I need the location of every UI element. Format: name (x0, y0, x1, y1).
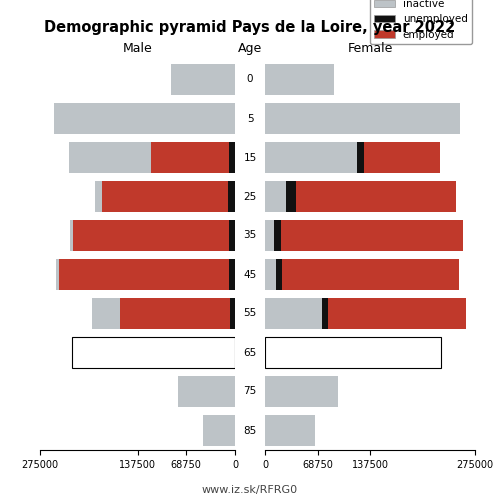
Bar (72, 337, 235, 368)
Bar (265, 103, 460, 134)
Bar (72, 337, 235, 368)
Bar (281, 220, 463, 251)
Text: Age: Age (238, 42, 262, 55)
Bar (178, 376, 235, 407)
Bar (92, 298, 120, 329)
Bar (54, 103, 235, 134)
Legend: inactive, unemployed, employed: inactive, unemployed, employed (370, 0, 472, 44)
Bar (69, 142, 150, 173)
Text: Demographic pyramid Pays de la Loire, year 2022: Demographic pyramid Pays de la Loire, ye… (44, 20, 456, 35)
Bar (228, 142, 235, 173)
Text: Female: Female (348, 42, 393, 55)
Bar (265, 181, 286, 212)
Bar (286, 181, 296, 212)
Bar (276, 259, 282, 290)
Text: 65: 65 (244, 348, 256, 358)
Bar (265, 376, 338, 407)
Bar (265, 337, 440, 368)
Bar (282, 259, 459, 290)
Text: 55: 55 (244, 308, 256, 318)
Bar (94, 181, 102, 212)
Text: 45: 45 (244, 270, 256, 280)
Bar (230, 220, 235, 251)
Bar (59, 259, 230, 290)
Bar (230, 298, 235, 329)
Text: 75: 75 (244, 386, 256, 396)
Text: 25: 25 (244, 192, 256, 202)
Bar (150, 142, 228, 173)
Bar (265, 259, 276, 290)
Bar (296, 181, 456, 212)
Text: 15: 15 (244, 152, 256, 162)
Bar (171, 64, 235, 95)
Bar (265, 337, 440, 368)
Text: www.iz.sk/RFRG0: www.iz.sk/RFRG0 (202, 485, 298, 495)
Bar (56, 259, 59, 290)
Bar (356, 142, 364, 173)
Bar (265, 220, 274, 251)
Bar (74, 220, 230, 251)
Bar (328, 298, 466, 329)
Bar (322, 298, 328, 329)
Bar (120, 298, 230, 329)
Text: 35: 35 (244, 230, 256, 240)
Bar (364, 142, 440, 173)
Bar (102, 181, 228, 212)
Text: Male: Male (122, 42, 152, 55)
Bar (265, 142, 356, 173)
Bar (265, 298, 322, 329)
Text: 85: 85 (244, 426, 256, 436)
Bar (228, 181, 235, 212)
Bar (265, 64, 334, 95)
Bar (230, 259, 235, 290)
Bar (203, 415, 235, 446)
Text: 0: 0 (247, 74, 254, 85)
Text: 5: 5 (246, 114, 254, 124)
Bar (70, 220, 73, 251)
Bar (265, 415, 314, 446)
Bar (274, 220, 281, 251)
